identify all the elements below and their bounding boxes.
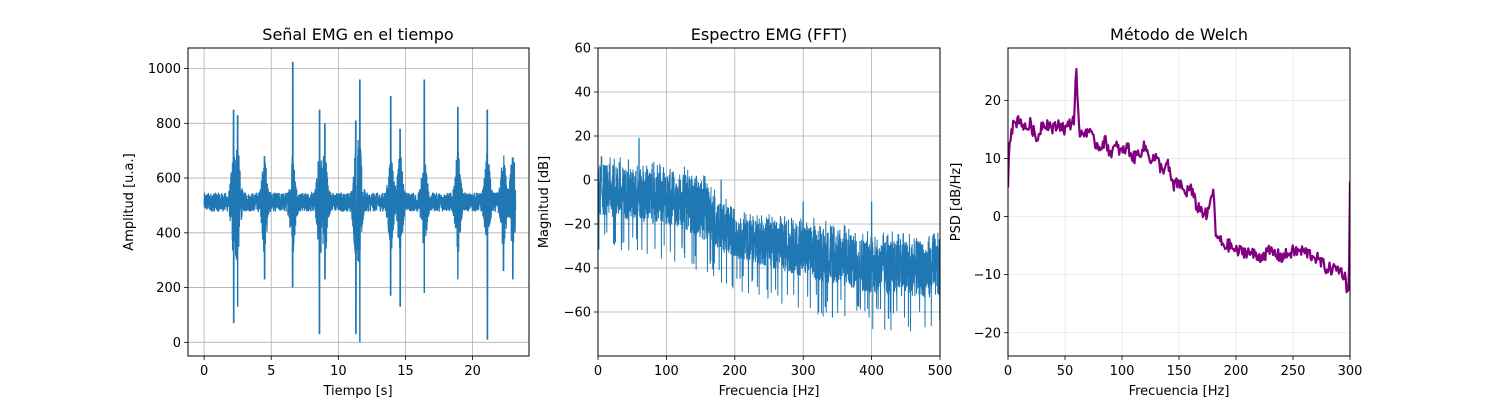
chart-3-xtick-label: 100 xyxy=(1110,364,1135,379)
chart-3-grid xyxy=(1007,48,1351,356)
chart-3-ticks: 0 50 100 150 200 250 300 −20 −10 0 10 20 xyxy=(974,94,1363,379)
chart-3-xtick-label: 300 xyxy=(1338,364,1363,379)
chart-2-xtick-label: 0 xyxy=(594,364,602,379)
chart-3-xtick-label: 200 xyxy=(1224,364,1249,379)
chart-2-ylabel: Magnitud [dB] xyxy=(537,156,552,248)
chart-2-ytick-label: −40 xyxy=(564,262,591,277)
chart-2-ytick-label: 60 xyxy=(574,42,591,57)
chart-2-ytick-label: 40 xyxy=(574,86,591,101)
chart-1-series xyxy=(203,61,517,343)
chart-3-ytick-label: −10 xyxy=(974,268,1001,283)
chart-2-series xyxy=(598,137,940,332)
chart-2-xtick-label: 300 xyxy=(791,364,816,379)
chart-2-ytick-label: 20 xyxy=(574,130,591,145)
chart-2: Espectro EMG (FFT) 0 100 200 300 400 500−60−4… xyxy=(537,25,952,399)
chart-1-xtick-label: 10 xyxy=(330,364,347,379)
chart-3-series xyxy=(1008,67,1350,294)
chart-3-ytick-label: 10 xyxy=(984,152,1001,167)
chart-3-ylabel: PSD [dB/Hz] xyxy=(949,163,964,242)
chart-3-series-line xyxy=(1008,67,1350,294)
chart-2-title: Espectro EMG (FFT) xyxy=(691,25,847,44)
chart-2-ytick-label: −20 xyxy=(564,218,591,233)
chart-3-xtick-label: 150 xyxy=(1167,364,1192,379)
chart-1-xtick-label: 15 xyxy=(397,364,414,379)
chart-2-xtick-label: 500 xyxy=(928,364,953,379)
chart-1-title: Señal EMG en el tiempo xyxy=(262,25,453,44)
chart-1: Señal EMG en el tiempo 0 5 10 15 20020040060… xyxy=(122,25,530,399)
chart-1-xtick-label: 5 xyxy=(267,364,275,379)
chart-1-series-line xyxy=(203,61,517,343)
chart-2-xtick-label: 400 xyxy=(859,364,884,379)
chart-2-ticks: 0 100 200 300 400 500 −60 −40 −20 0 20 40 60 xyxy=(564,42,953,380)
chart-1-ytick-label: 1000 xyxy=(148,62,181,77)
chart-2-series-line xyxy=(598,137,940,332)
chart-3-xtick-label: 50 xyxy=(1057,364,1074,379)
chart-1-axes-frame xyxy=(187,47,530,357)
chart-1-ytick-label: 600 xyxy=(156,172,181,187)
chart-3: Método de Welch 0 50 100 150 200 250 300−20−10… xyxy=(949,25,1362,399)
chart-1-ytick-label: 0 xyxy=(173,336,181,351)
chart-2-axes-frame xyxy=(597,47,941,357)
chart-1-ylabel: Amplitud [u.a.] xyxy=(122,153,137,250)
chart-3-title: Método de Welch xyxy=(1110,25,1248,44)
chart-3-xtick-label: 0 xyxy=(1004,364,1012,379)
chart-2-xtick-label: 100 xyxy=(654,364,679,379)
chart-2-ytick-label: 0 xyxy=(583,174,591,189)
chart-1-ytick-label: 200 xyxy=(156,281,181,296)
chart-1-xtick-label: 20 xyxy=(464,364,481,379)
chart-3-ytick-label: 20 xyxy=(984,94,1001,109)
chart-1-ytick-label: 800 xyxy=(156,117,181,132)
chart-3-xlabel: Frecuencia [Hz] xyxy=(1129,384,1230,399)
chart-1-ytick-label: 400 xyxy=(156,226,181,241)
chart-2-xtick-label: 200 xyxy=(722,364,747,379)
chart-2-xlabel: Frecuencia [Hz] xyxy=(719,384,820,399)
chart-1-xtick-label: 0 xyxy=(200,364,208,379)
chart-3-ytick-label: 0 xyxy=(993,210,1001,225)
chart-3-ytick-label: −20 xyxy=(974,326,1001,341)
chart-1-xlabel: Tiempo [s] xyxy=(322,384,392,399)
chart-3-xtick-label: 250 xyxy=(1281,364,1306,379)
chart-2-ytick-label: −60 xyxy=(564,306,591,321)
